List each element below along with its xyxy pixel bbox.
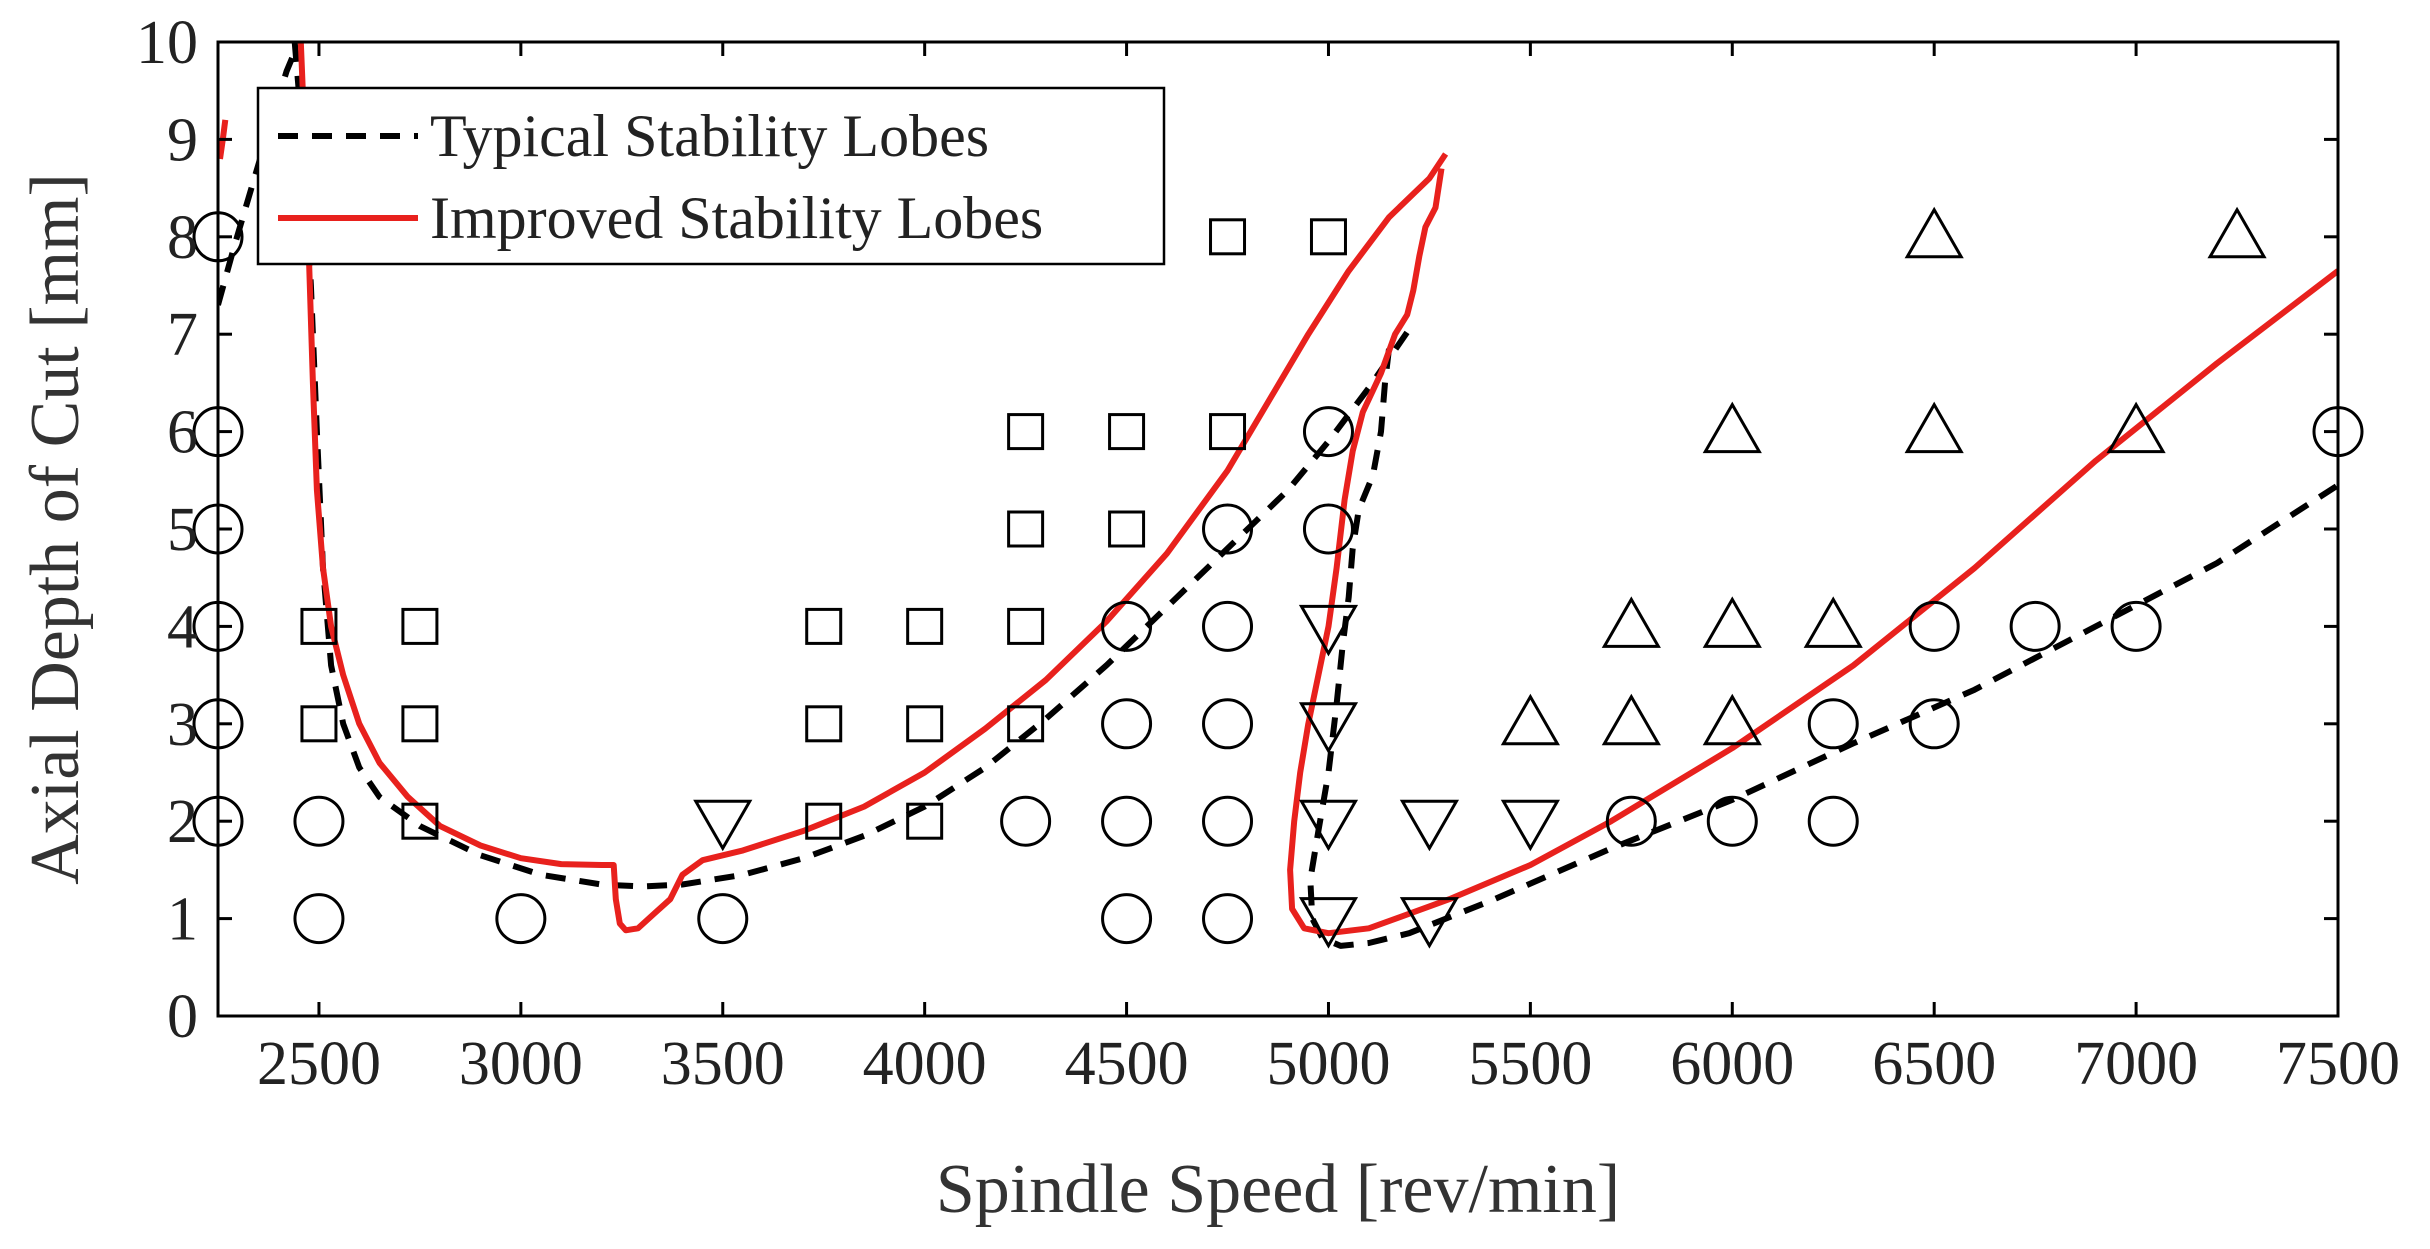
x-axis-label: Spindle Speed [rev/min]	[936, 1151, 1620, 1228]
square-marker	[805, 607, 843, 645]
x-tick-label: 5000	[1266, 1030, 1390, 1098]
triangle-up-marker	[1601, 693, 1661, 746]
legend-label-improved: Improved Stability Lobes	[430, 185, 1043, 251]
typical-lobe-line	[291, 42, 1412, 890]
triangle-up-marker	[1904, 401, 1964, 454]
circle-marker	[1101, 893, 1153, 945]
y-tick-label: 9	[167, 106, 198, 174]
improved-lobe-line	[297, 42, 1449, 934]
circle-marker	[1605, 795, 1657, 847]
y-tick-label: 2	[167, 788, 198, 856]
circle-marker	[2110, 600, 2162, 652]
circle-marker	[1202, 893, 1254, 945]
circle-marker	[2009, 600, 2061, 652]
y-tick-label: 10	[136, 9, 198, 77]
y-tick-label: 1	[167, 886, 198, 954]
tick-layer: 2500 3000 3500 4000 4500 5000 5500 6000 6500 7000…	[136, 9, 2400, 1098]
circle-marker	[1202, 795, 1254, 847]
x-tick-label: 7500	[2276, 1030, 2400, 1098]
triangle-up-marker	[1702, 596, 1762, 648]
x-tick-label: 5500	[1468, 1030, 1592, 1098]
y-tick-label: 7	[167, 301, 198, 369]
x-tick-label: 6500	[1872, 1030, 1996, 1098]
circle-marker	[1202, 698, 1254, 750]
triangle-up-marker	[1702, 693, 1762, 746]
circle-marker	[1000, 795, 1052, 847]
circle-marker	[1706, 795, 1758, 847]
triangle-down-marker	[1500, 799, 1560, 852]
triangle-up-marker	[1702, 401, 1762, 454]
square-marker	[805, 705, 843, 743]
circle-marker	[1101, 600, 1153, 652]
circle-marker	[1807, 698, 1859, 750]
x-tick-label: 7000	[2074, 1030, 2198, 1098]
circle-marker	[1908, 698, 1960, 750]
square-marker	[1007, 413, 1045, 451]
triangle-up-marker	[1803, 596, 1863, 648]
square-marker	[1108, 413, 1146, 451]
triangle-down-marker	[1298, 897, 1359, 949]
square-marker	[805, 802, 843, 840]
circle-marker	[1101, 795, 1153, 847]
triangle-down-marker	[1399, 897, 1460, 949]
x-tick-label: 4500	[1065, 1030, 1189, 1098]
triangle-up-marker	[1904, 206, 1964, 259]
y-tick-label: 5	[167, 496, 198, 564]
square-marker	[906, 802, 944, 840]
circle-marker	[293, 893, 345, 945]
square-marker	[401, 607, 439, 645]
triangle-down-marker	[1298, 604, 1359, 657]
square-marker	[300, 607, 338, 645]
square-marker	[1007, 510, 1045, 548]
x-tick-label: 3000	[459, 1030, 583, 1098]
circle-marker	[1202, 600, 1254, 652]
y-tick-label: 6	[167, 399, 198, 467]
y-tick-label: 0	[167, 983, 198, 1051]
circle-marker	[1807, 795, 1859, 847]
y-tick-label: 4	[167, 593, 198, 661]
circle-marker	[697, 893, 749, 945]
triangle-down-marker	[1298, 799, 1359, 852]
y-tick-label: 8	[167, 204, 198, 272]
square-marker	[906, 705, 944, 743]
triangle-down-marker	[693, 799, 753, 852]
y-axis-label: Axial Depth of Cut [mm]	[17, 173, 94, 885]
legend-label-typical: Typical Stability Lobes	[430, 103, 989, 169]
typical-lobe-line	[1307, 348, 2338, 949]
legend: Typical Stability Lobes Improved Stabili…	[256, 86, 1166, 266]
square-marker	[401, 802, 439, 840]
circle-marker	[293, 795, 345, 847]
circle-marker	[1202, 503, 1254, 555]
square-marker	[1007, 607, 1045, 645]
circle-marker	[495, 893, 547, 945]
x-tick-label: 3500	[661, 1030, 785, 1098]
y-tick-label: 3	[167, 691, 198, 759]
improved-lobe-line	[1287, 168, 2338, 937]
triangle-up-marker	[2106, 401, 2166, 454]
x-tick-label: 4000	[863, 1030, 987, 1098]
legend-box	[256, 86, 1166, 266]
triangle-up-marker	[1500, 693, 1560, 746]
x-tick-label: 2500	[257, 1030, 381, 1098]
square-marker	[1209, 413, 1247, 451]
triangle-up-marker	[1601, 596, 1661, 648]
square-marker	[401, 705, 439, 743]
square-marker	[1309, 218, 1347, 256]
triangle-down-marker	[1298, 702, 1359, 754]
triangle-up-marker	[2207, 206, 2267, 259]
square-marker	[1007, 705, 1045, 743]
triangle-down-marker	[1399, 799, 1460, 852]
x-tick-label: 6000	[1670, 1030, 1794, 1098]
square-marker	[1209, 218, 1247, 256]
circle-marker	[1302, 406, 1354, 458]
circle-marker	[1101, 698, 1153, 750]
square-marker	[300, 705, 338, 743]
circle-marker	[1302, 503, 1354, 555]
square-marker	[906, 607, 944, 645]
square-marker	[1108, 510, 1146, 548]
circle-marker	[1908, 600, 1960, 652]
